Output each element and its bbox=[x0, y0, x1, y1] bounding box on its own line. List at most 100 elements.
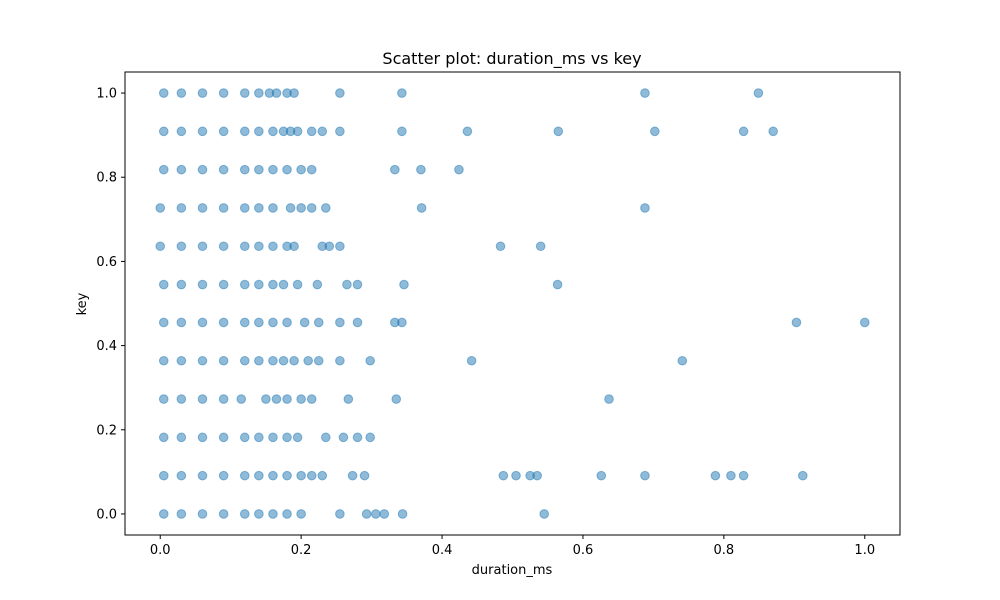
data-point bbox=[254, 126, 264, 137]
data-point bbox=[268, 279, 278, 290]
data-point bbox=[158, 317, 169, 328]
data-point bbox=[738, 126, 749, 137]
data-point bbox=[254, 241, 264, 252]
data-point bbox=[677, 355, 688, 366]
data-point bbox=[282, 432, 292, 443]
data-point bbox=[296, 509, 306, 519]
data-point bbox=[176, 317, 187, 328]
data-point bbox=[292, 279, 303, 290]
data-point bbox=[268, 241, 278, 252]
data-point bbox=[197, 355, 208, 366]
y-tick-label: 1.0 bbox=[96, 87, 117, 102]
data-point bbox=[292, 126, 303, 137]
data-point bbox=[306, 203, 317, 213]
data-point bbox=[768, 126, 778, 137]
data-point bbox=[239, 126, 250, 137]
data-point bbox=[347, 470, 358, 481]
data-point bbox=[254, 164, 264, 175]
data-point bbox=[218, 394, 229, 404]
y-axis: 0.0 0.2 0.4 0.6 0.8 1.0 bbox=[96, 87, 125, 522]
data-point bbox=[254, 509, 264, 519]
data-point bbox=[365, 432, 375, 443]
data-point bbox=[306, 470, 317, 481]
data-point bbox=[495, 241, 506, 252]
data-point bbox=[596, 470, 607, 481]
data-point bbox=[859, 317, 870, 328]
data-point bbox=[254, 88, 264, 98]
data-point bbox=[158, 470, 169, 481]
data-point bbox=[254, 279, 264, 290]
data-point bbox=[710, 470, 721, 481]
data-point bbox=[321, 203, 331, 213]
data-point bbox=[306, 164, 317, 175]
data-point bbox=[312, 279, 323, 290]
data-point bbox=[268, 317, 278, 328]
data-point bbox=[282, 509, 292, 519]
data-point bbox=[239, 432, 250, 443]
data-point bbox=[416, 203, 427, 213]
data-point bbox=[268, 432, 278, 443]
data-point bbox=[604, 394, 614, 404]
data-point bbox=[268, 509, 278, 519]
data-point bbox=[296, 164, 306, 175]
data-point bbox=[321, 432, 331, 443]
data-point bbox=[335, 126, 345, 137]
data-point bbox=[218, 88, 229, 98]
data-point bbox=[285, 203, 296, 213]
data-point bbox=[239, 470, 250, 481]
data-point bbox=[268, 355, 278, 366]
data-point bbox=[640, 470, 650, 481]
data-point bbox=[352, 432, 363, 443]
data-point bbox=[218, 509, 229, 519]
data-point bbox=[359, 470, 370, 481]
data-point bbox=[553, 126, 564, 137]
data-point bbox=[218, 432, 229, 443]
data-point bbox=[640, 203, 650, 213]
data-point bbox=[158, 88, 169, 98]
data-point bbox=[176, 394, 187, 404]
data-point bbox=[289, 355, 299, 366]
data-point bbox=[650, 126, 660, 137]
data-point bbox=[466, 355, 477, 366]
data-point bbox=[532, 470, 542, 481]
points-layer bbox=[155, 88, 870, 519]
data-point bbox=[158, 432, 169, 443]
data-point bbox=[313, 317, 324, 328]
data-point bbox=[254, 355, 264, 366]
data-point bbox=[268, 126, 278, 137]
data-point bbox=[176, 432, 187, 443]
data-point bbox=[343, 394, 354, 404]
data-point bbox=[303, 355, 313, 366]
data-point bbox=[176, 88, 187, 98]
data-point bbox=[342, 279, 352, 290]
data-point bbox=[296, 394, 306, 404]
data-point bbox=[261, 394, 271, 404]
data-point bbox=[218, 317, 229, 328]
data-point bbox=[539, 509, 550, 519]
data-point bbox=[306, 126, 317, 137]
x-tick-label: 0.6 bbox=[573, 543, 594, 558]
data-point bbox=[218, 470, 229, 481]
data-point bbox=[176, 241, 187, 252]
data-point bbox=[218, 203, 229, 213]
data-point bbox=[399, 279, 409, 290]
data-point bbox=[289, 241, 299, 252]
data-point bbox=[371, 509, 381, 519]
data-point bbox=[218, 126, 229, 137]
data-point bbox=[640, 88, 650, 98]
data-point bbox=[239, 203, 250, 213]
data-point bbox=[218, 279, 229, 290]
data-point bbox=[155, 241, 166, 252]
data-point bbox=[254, 432, 264, 443]
data-point bbox=[218, 164, 229, 175]
data-point bbox=[365, 355, 375, 366]
data-point bbox=[239, 164, 250, 175]
data-point bbox=[416, 164, 426, 175]
data-point bbox=[278, 279, 289, 290]
data-point bbox=[335, 241, 345, 252]
data-point bbox=[197, 432, 208, 443]
data-point bbox=[282, 317, 292, 328]
data-point bbox=[158, 126, 169, 137]
